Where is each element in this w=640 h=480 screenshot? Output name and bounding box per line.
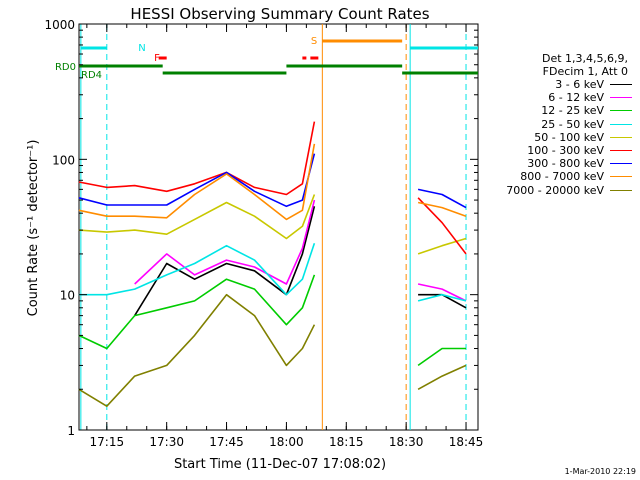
legend-entry-label: 12 - 25 keV [541,104,604,118]
series-line-7000-20000keV [78,293,467,407]
series-line-6-12keV [134,199,467,302]
flag-label-s: S [311,36,317,47]
x-tick-label: 18:30 [389,435,424,449]
legend-entry: 50 - 100 keV [478,131,638,144]
legend-entry-label: 100 - 300 keV [527,143,604,157]
legend-header-line-1: Det 1,3,4,5,6,9, [541,52,628,65]
legend-entry-label: 50 - 100 keV [534,130,604,144]
legend-entry: 800 - 7000 keV [478,170,638,183]
x-tick-label: 18:00 [269,435,304,449]
legend-entry: 12 - 25 keV [478,104,638,117]
legend-entry: 7000 - 20000 keV [478,184,638,197]
x-tick-label: 17:45 [209,435,244,449]
series-line-800-7000keV [78,143,467,221]
series-line-50-100keV [78,194,467,255]
legend-entry-swatch [610,97,632,99]
legend-entry-swatch [610,163,632,165]
flag-label-rd4: RD4 [81,70,102,81]
series-line-12-25keV [78,274,466,367]
series-line-100-300keV [78,121,467,255]
x-tick-label: 17:30 [149,435,184,449]
legend-entry: 100 - 300 keV [478,144,638,157]
legend-entry: 3 - 6 keV [478,78,638,91]
legend-entry-label: 25 - 50 keV [541,117,604,131]
legend-entry-swatch [610,84,632,85]
flag-label-f: F [154,53,160,64]
legend-entry-swatch [610,110,632,112]
flag-label-rd0: RD0 [55,62,76,73]
x-axis-label: Start Time (11-Dec-07 17:08:02) [174,457,386,472]
legend-entry-label: 300 - 800 keV [527,157,604,171]
generation-timestamp: 1-Mar-2010 22:19 [564,467,636,476]
flag-label-n: N [138,43,145,54]
legend-entry-label: 6 - 12 keV [548,91,604,105]
x-tick-label: 18:45 [449,435,484,449]
legend-entry-swatch [610,176,632,178]
y-tick-label: 10 [60,289,75,303]
legend-header-line-2: FDecim 1, Att 0 [542,65,628,78]
legend-entry-label: 3 - 6 keV [555,78,604,91]
legend-entry-label: 7000 - 20000 keV [506,183,604,197]
y-tick-label: 1000 [44,18,75,32]
legend-entry-swatch [610,189,632,191]
legend-entry: 25 - 50 keV [478,118,638,131]
y-tick-label: 100 [52,153,75,167]
legend-entry: 6 - 12 keV [478,91,638,104]
plot-frame [78,23,479,431]
series-line-25-50keV [78,242,467,302]
x-tick-label: 17:15 [90,435,125,449]
y-axis-label: Count Rate (s⁻¹ detector⁻¹) [26,140,41,317]
legend-entry-label: 800 - 7000 keV [520,170,604,184]
legend-entry-swatch [610,136,632,138]
x-tick-label: 18:15 [329,435,364,449]
legend-entry-swatch [610,123,632,125]
legend-entry-swatch [610,149,632,151]
y-tick-label: 1 [67,424,75,438]
legend: Det 1,3,4,5,6,9, FDecim 1, Att 0 3 - 6 k… [478,52,638,197]
series-line-3-6keV [134,206,467,317]
chart-title: HESSI Observing Summary Count Rates [130,5,429,23]
series-line-300-800keV [78,153,467,209]
legend-entry: 300 - 800 keV [478,157,638,170]
